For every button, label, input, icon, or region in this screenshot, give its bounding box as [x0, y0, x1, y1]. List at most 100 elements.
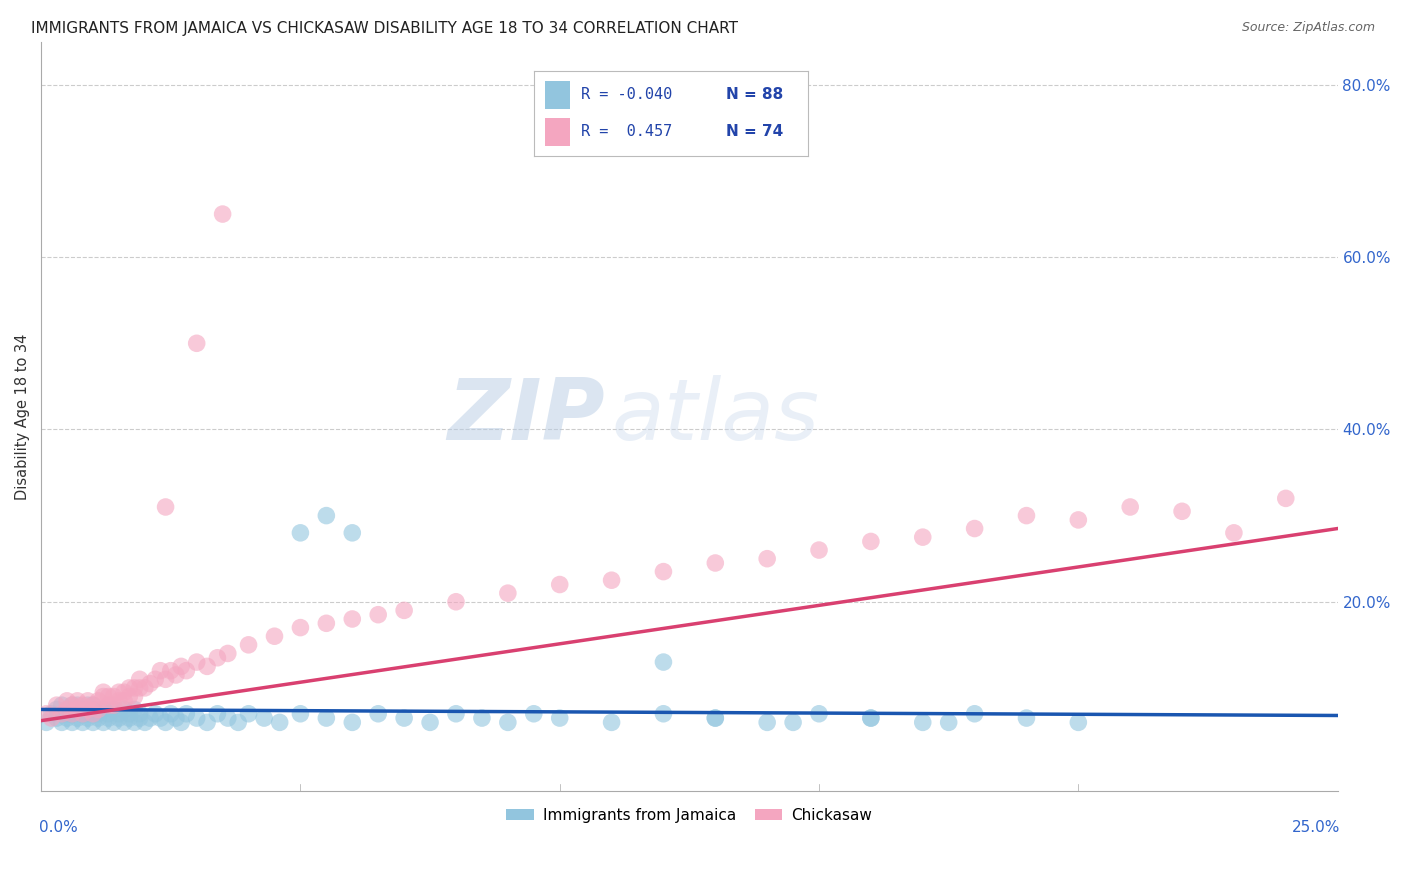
Point [600, 715, 623, 730]
Point [124, 690, 146, 704]
Point [108, 694, 131, 708]
Point [66, 698, 89, 713]
Point [97, 690, 120, 704]
Point [263, 629, 285, 643]
FancyBboxPatch shape [546, 118, 569, 146]
Point [548, 711, 571, 725]
Point [76, 706, 98, 721]
Point [444, 706, 467, 721]
Point [496, 715, 519, 730]
Point [128, 673, 150, 687]
Point [211, 207, 233, 221]
Point [72, 715, 94, 730]
Point [392, 603, 415, 617]
Point [155, 715, 177, 730]
Text: 25.0%: 25.0% [1292, 820, 1340, 835]
Point [72, 706, 94, 721]
Point [41, 706, 63, 721]
Point [652, 655, 675, 669]
Point [159, 664, 181, 678]
Point [76, 698, 98, 713]
Point [186, 336, 208, 351]
Point [124, 681, 146, 695]
Point [87, 711, 110, 725]
Point [367, 706, 389, 721]
Point [60, 715, 83, 730]
Point [782, 715, 804, 730]
Point [1223, 525, 1246, 540]
Point [911, 715, 934, 730]
Point [808, 706, 831, 721]
Point [315, 711, 337, 725]
Point [66, 702, 89, 716]
Point [342, 525, 364, 540]
Point [963, 522, 986, 536]
Point [51, 698, 73, 713]
Point [45, 698, 67, 713]
Point [149, 664, 172, 678]
Point [444, 595, 467, 609]
Point [253, 711, 276, 725]
Point [118, 706, 141, 721]
Point [108, 685, 131, 699]
Point [56, 711, 79, 725]
Point [963, 706, 986, 721]
Point [82, 698, 104, 713]
Point [35, 706, 58, 721]
Point [170, 715, 193, 730]
Point [76, 711, 98, 725]
Point [1171, 504, 1194, 518]
Text: R = -0.040: R = -0.040 [581, 87, 672, 103]
Point [112, 685, 135, 699]
Point [523, 706, 546, 721]
Point [176, 664, 198, 678]
Y-axis label: Disability Age 18 to 34: Disability Age 18 to 34 [15, 334, 30, 500]
Point [66, 711, 89, 725]
Point [51, 706, 73, 721]
Text: ZIP: ZIP [447, 375, 605, 458]
Point [704, 711, 727, 725]
Point [600, 573, 623, 587]
Point [143, 673, 166, 687]
Point [66, 702, 89, 716]
Point [195, 715, 218, 730]
Text: R =  0.457: R = 0.457 [581, 124, 672, 138]
Point [112, 715, 135, 730]
Point [342, 715, 364, 730]
Point [1274, 491, 1296, 506]
Point [112, 702, 135, 716]
Legend: Immigrants from Jamaica, Chickasaw: Immigrants from Jamaica, Chickasaw [501, 801, 879, 829]
Point [195, 659, 218, 673]
Point [911, 530, 934, 544]
Point [652, 565, 675, 579]
Point [859, 534, 882, 549]
Point [72, 698, 94, 713]
Point [56, 702, 79, 716]
Point [87, 706, 110, 721]
Point [170, 659, 193, 673]
Point [238, 638, 260, 652]
Point [315, 508, 337, 523]
Point [342, 612, 364, 626]
Point [60, 698, 83, 713]
Point [155, 673, 177, 687]
Point [756, 551, 779, 566]
Point [112, 694, 135, 708]
Point [60, 706, 83, 721]
Text: Source: ZipAtlas.com: Source: ZipAtlas.com [1241, 21, 1375, 34]
Point [704, 556, 727, 570]
Point [118, 690, 141, 704]
Point [176, 706, 198, 721]
Point [103, 702, 125, 716]
Point [93, 702, 115, 716]
Point [217, 711, 239, 725]
Point [93, 685, 115, 699]
Point [72, 702, 94, 716]
Point [186, 711, 208, 725]
Point [124, 702, 146, 716]
Point [82, 715, 104, 730]
Point [392, 711, 415, 725]
Text: 0.0%: 0.0% [38, 820, 77, 835]
Point [56, 706, 79, 721]
Point [1015, 711, 1038, 725]
